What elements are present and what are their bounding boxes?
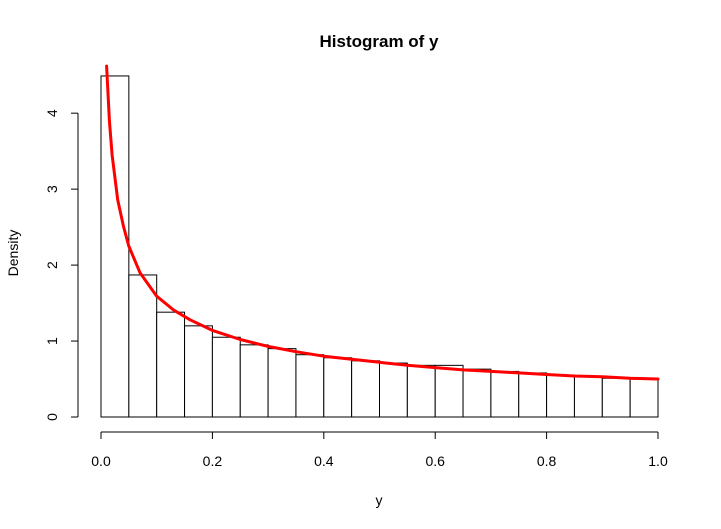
histogram-bar [156, 311, 186, 418]
y-tick-label: 3 [44, 185, 60, 193]
histogram-bar [573, 376, 603, 418]
histogram-bar [490, 370, 520, 418]
y-tick-label: 1 [44, 337, 60, 345]
histogram-bar [211, 336, 241, 418]
x-tick-label: 0.4 [314, 453, 334, 469]
x-tick-label: 1.0 [648, 453, 668, 469]
histogram-bar [184, 325, 213, 418]
histogram-bar [601, 377, 631, 418]
histogram-bar [518, 372, 548, 418]
x-axis-label: y [376, 492, 383, 508]
x-tick-label: 0.6 [425, 453, 445, 469]
y-axis: 0 1 2 3 4 [44, 109, 79, 421]
histogram-bar [323, 357, 353, 418]
x-tick-label: 0.0 [91, 453, 111, 469]
histogram-bar [128, 274, 158, 418]
histogram-bars [100, 75, 659, 418]
y-tick-label: 4 [44, 109, 60, 117]
histogram-bar [351, 360, 380, 418]
histogram-bar [546, 374, 575, 418]
y-axis-label: Density [5, 230, 21, 277]
histogram-bar [239, 344, 269, 418]
histogram-bar [629, 378, 659, 418]
histogram-bar [434, 364, 464, 418]
y-tick-label: 2 [44, 261, 60, 269]
x-tick-label: 0.8 [537, 453, 557, 469]
histogram-bar [406, 364, 436, 418]
histogram-bar [462, 368, 492, 418]
chart-title: Histogram of y [319, 32, 439, 51]
histogram-bar [379, 362, 408, 418]
x-tick-label: 0.2 [203, 453, 223, 469]
density-curve [105, 64, 660, 381]
y-tick-label: 0 [44, 413, 60, 421]
histogram-bar [267, 348, 297, 418]
x-axis: 0.0 0.2 0.4 0.6 0.8 1.0 [91, 431, 668, 469]
histogram-bar [295, 354, 325, 418]
histogram-bar [100, 75, 130, 418]
